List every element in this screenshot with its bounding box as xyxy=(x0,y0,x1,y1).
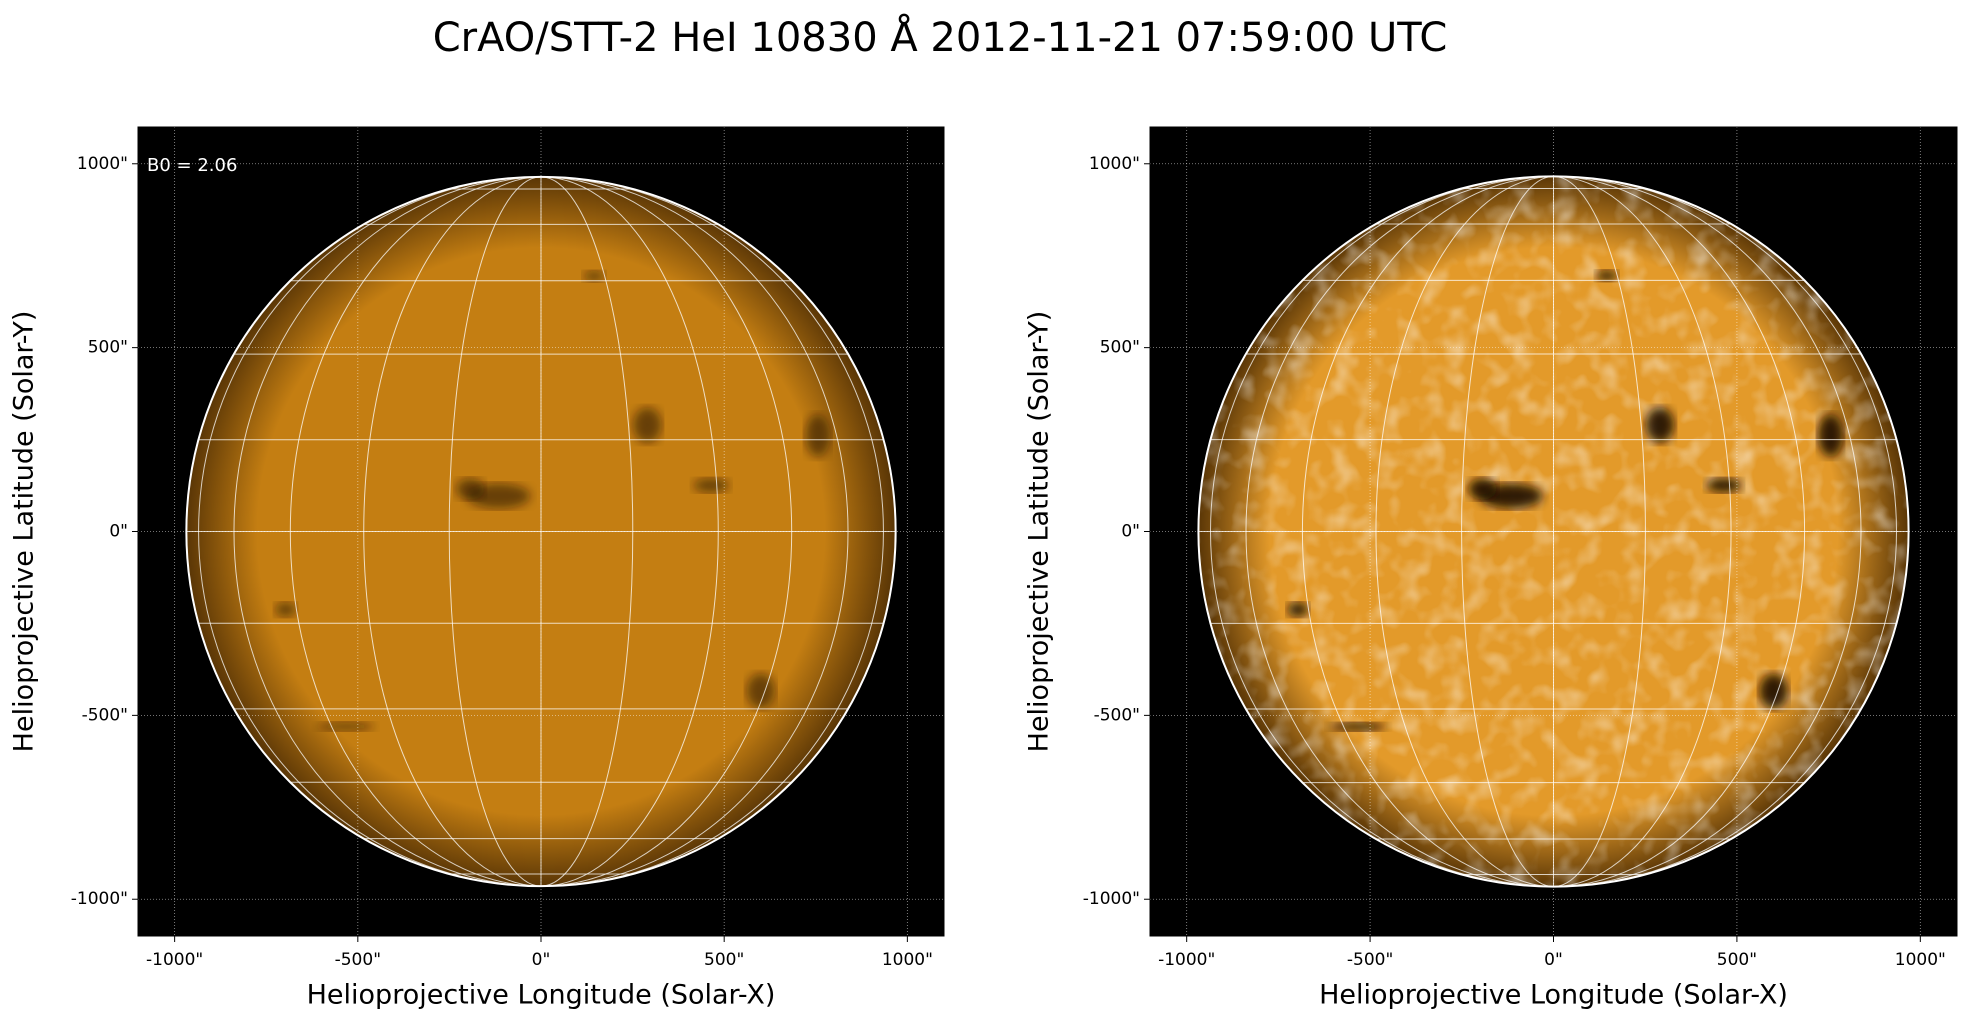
axes-frame xyxy=(137,126,945,937)
dark-feature xyxy=(455,478,485,500)
x-axis-label: Helioprojective Longitude (Solar-X) xyxy=(307,980,776,1011)
y-tick-label: 0" xyxy=(109,522,128,542)
x-tick-label: 1000" xyxy=(882,950,933,970)
dark-feature xyxy=(1706,478,1742,493)
x-tick-label: 0" xyxy=(1544,950,1563,970)
y-axis-label: Helioprojective Latitude (Solar-Y) xyxy=(1024,311,1055,753)
dark-feature xyxy=(1645,407,1675,443)
x-tick-label: 0" xyxy=(532,950,551,970)
dark-feature xyxy=(746,673,776,709)
y-tick-label: 500" xyxy=(1100,338,1140,358)
axes-frame xyxy=(1149,126,1958,937)
figure-title: CrAO/STT-2 HeI 10830 Å 2012-11-21 07:59:… xyxy=(433,13,1448,61)
y-tick-label: 1000" xyxy=(1089,154,1140,174)
annotation: B0 = 2.06 xyxy=(147,155,237,176)
dark-feature xyxy=(317,722,375,731)
dark-feature xyxy=(1287,602,1309,617)
x-tick-label: -500" xyxy=(1347,950,1393,970)
y-tick-label: -1000" xyxy=(71,889,128,909)
x-tick-label: -500" xyxy=(335,950,381,970)
x-tick-label: -1000" xyxy=(146,950,203,970)
y-tick-label: -500" xyxy=(1094,705,1140,725)
x-tick-label: 500" xyxy=(1717,950,1757,970)
dark-feature xyxy=(1596,270,1618,282)
y-tick-label: 500" xyxy=(88,338,128,358)
dark-feature xyxy=(633,407,662,443)
sun-features xyxy=(1198,176,1909,887)
dark-feature xyxy=(805,414,831,458)
sun-features xyxy=(186,176,896,887)
dark-feature xyxy=(275,602,297,617)
y-tick-label: 0" xyxy=(1121,522,1140,542)
y-tick-label: -1000" xyxy=(1083,889,1140,909)
x-tick-label: 1000" xyxy=(1895,950,1946,970)
dark-feature xyxy=(1468,478,1497,500)
dark-feature xyxy=(693,478,729,493)
y-tick-label: -500" xyxy=(82,705,128,725)
dark-feature xyxy=(583,270,605,282)
dark-feature xyxy=(1329,722,1387,732)
x-tick-label: 500" xyxy=(704,950,744,970)
y-axis-label: Helioprojective Latitude (Solar-Y) xyxy=(9,311,40,753)
x-axis-label: Helioprojective Longitude (Solar-X) xyxy=(1319,980,1788,1011)
dark-feature xyxy=(1818,414,1843,457)
x-tick-label: -1000" xyxy=(1158,950,1215,970)
y-tick-label: 1000" xyxy=(77,154,128,174)
